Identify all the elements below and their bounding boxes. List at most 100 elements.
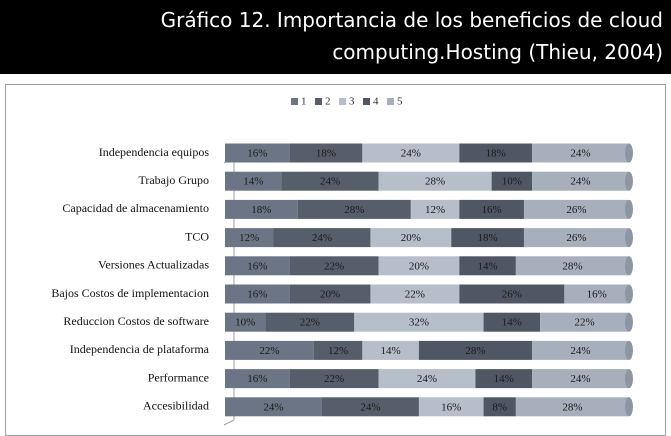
bar-segment: [532, 369, 629, 389]
bar-segment: [362, 340, 419, 360]
bar-segment: [532, 143, 629, 163]
bar-segment: [265, 312, 355, 332]
legend-swatch: [315, 98, 322, 105]
value-label: 24%: [570, 373, 590, 385]
value-label: 16%: [247, 289, 267, 301]
bar-segment: [297, 199, 411, 219]
value-label: 24%: [263, 401, 283, 413]
value-label: 28%: [562, 260, 582, 272]
value-label: 16%: [482, 204, 502, 216]
chart-frame: 1 2 3 4 5 Independencia equipos 16% 18% 24% 18% 24…: [5, 84, 666, 436]
value-label: 28%: [465, 345, 485, 357]
value-label: 24%: [360, 401, 380, 413]
category-label: Independencia de plataforma: [70, 342, 210, 356]
bar-cap: [625, 369, 633, 389]
bar-segment: [418, 397, 484, 417]
category-label: Performance: [148, 370, 209, 384]
value-label: 10%: [235, 317, 255, 329]
bar-segment: [289, 369, 379, 389]
bar-segment: [523, 199, 629, 219]
value-label: 20%: [320, 289, 340, 301]
value-label: 24%: [570, 345, 590, 357]
title-line: Gráfico 12. Importancia de los beneficio…: [160, 8, 663, 32]
legend-label: 2: [325, 96, 331, 108]
bar-segment: [459, 199, 524, 219]
bar-segment: [225, 284, 290, 304]
bar-segment: [289, 284, 371, 304]
value-label: 10%: [502, 176, 522, 188]
value-label: 12%: [425, 204, 445, 216]
bar-segment: [459, 256, 516, 276]
bar-segment: [273, 228, 371, 248]
bar-segment: [451, 228, 524, 248]
value-label: 20%: [409, 260, 429, 272]
bar-segment: [378, 256, 460, 276]
bar-segment: [354, 312, 484, 332]
value-label: 22%: [405, 289, 425, 301]
value-label: 16%: [247, 260, 267, 272]
bar-cap: [625, 143, 633, 163]
value-label: 26%: [566, 232, 586, 244]
value-label: 22%: [259, 345, 279, 357]
bar-segment: [225, 312, 266, 332]
value-label: 18%: [316, 148, 336, 160]
bar-segment: [225, 397, 322, 417]
bar-segment: [491, 171, 533, 191]
value-label: 24%: [320, 176, 340, 188]
value-label: 28%: [425, 176, 445, 188]
value-label: 12%: [328, 345, 348, 357]
category-label: Independencia equipos: [99, 145, 210, 159]
bar-segment: [515, 397, 629, 417]
bar-cap: [625, 340, 633, 360]
bar-segment: [225, 256, 290, 276]
legend-swatch: [363, 98, 370, 105]
bar-segment: [225, 143, 290, 163]
legend-label: 3: [349, 96, 355, 108]
value-label: 16%: [247, 373, 267, 385]
bar-segment: [378, 369, 476, 389]
bar-cap: [625, 312, 633, 332]
value-label: 24%: [417, 373, 437, 385]
legend-label: 4: [373, 96, 379, 108]
bar-segment: [321, 397, 419, 417]
value-label: 24%: [570, 148, 590, 160]
value-label: 14%: [381, 345, 401, 357]
bar-segment: [225, 228, 274, 248]
category-label: Accesibilidad: [143, 399, 209, 413]
bar-segment: [475, 369, 533, 389]
value-label: 18%: [251, 204, 271, 216]
value-label: 16%: [247, 148, 267, 160]
bar-segment: [459, 284, 565, 304]
legend-label: 1: [301, 96, 307, 108]
bar-segment: [532, 171, 629, 191]
value-label: 14%: [243, 176, 263, 188]
bar-segment: [225, 199, 298, 219]
value-label: 24%: [570, 176, 590, 188]
value-label: 20%: [401, 232, 421, 244]
bar-segment: [362, 143, 460, 163]
bar-cap: [625, 256, 633, 276]
bar-cap: [625, 284, 633, 304]
value-label: 8%: [492, 401, 507, 413]
legend-label: 5: [397, 96, 403, 108]
value-label: 32%: [409, 317, 429, 329]
bar-segment: [515, 256, 629, 276]
category-label: Versiones Actualizadas: [98, 258, 209, 272]
bar-segment: [225, 369, 290, 389]
bar-segment: [523, 228, 629, 248]
bar-segment: [289, 256, 379, 276]
category-label: Trabajo Grupo: [138, 173, 209, 187]
bar-segment: [313, 340, 363, 360]
bar-segment: [225, 171, 282, 191]
value-label: 22%: [324, 260, 344, 272]
bar-cap: [625, 199, 633, 219]
bar-segment: [459, 143, 533, 163]
legend-swatch: [387, 98, 394, 105]
bar-segment: [370, 228, 452, 248]
value-label: 18%: [478, 232, 498, 244]
bar-segment: [410, 199, 460, 219]
legend-swatch: [339, 98, 346, 105]
bar-segment: [370, 284, 460, 304]
bar-segment: [483, 397, 516, 417]
